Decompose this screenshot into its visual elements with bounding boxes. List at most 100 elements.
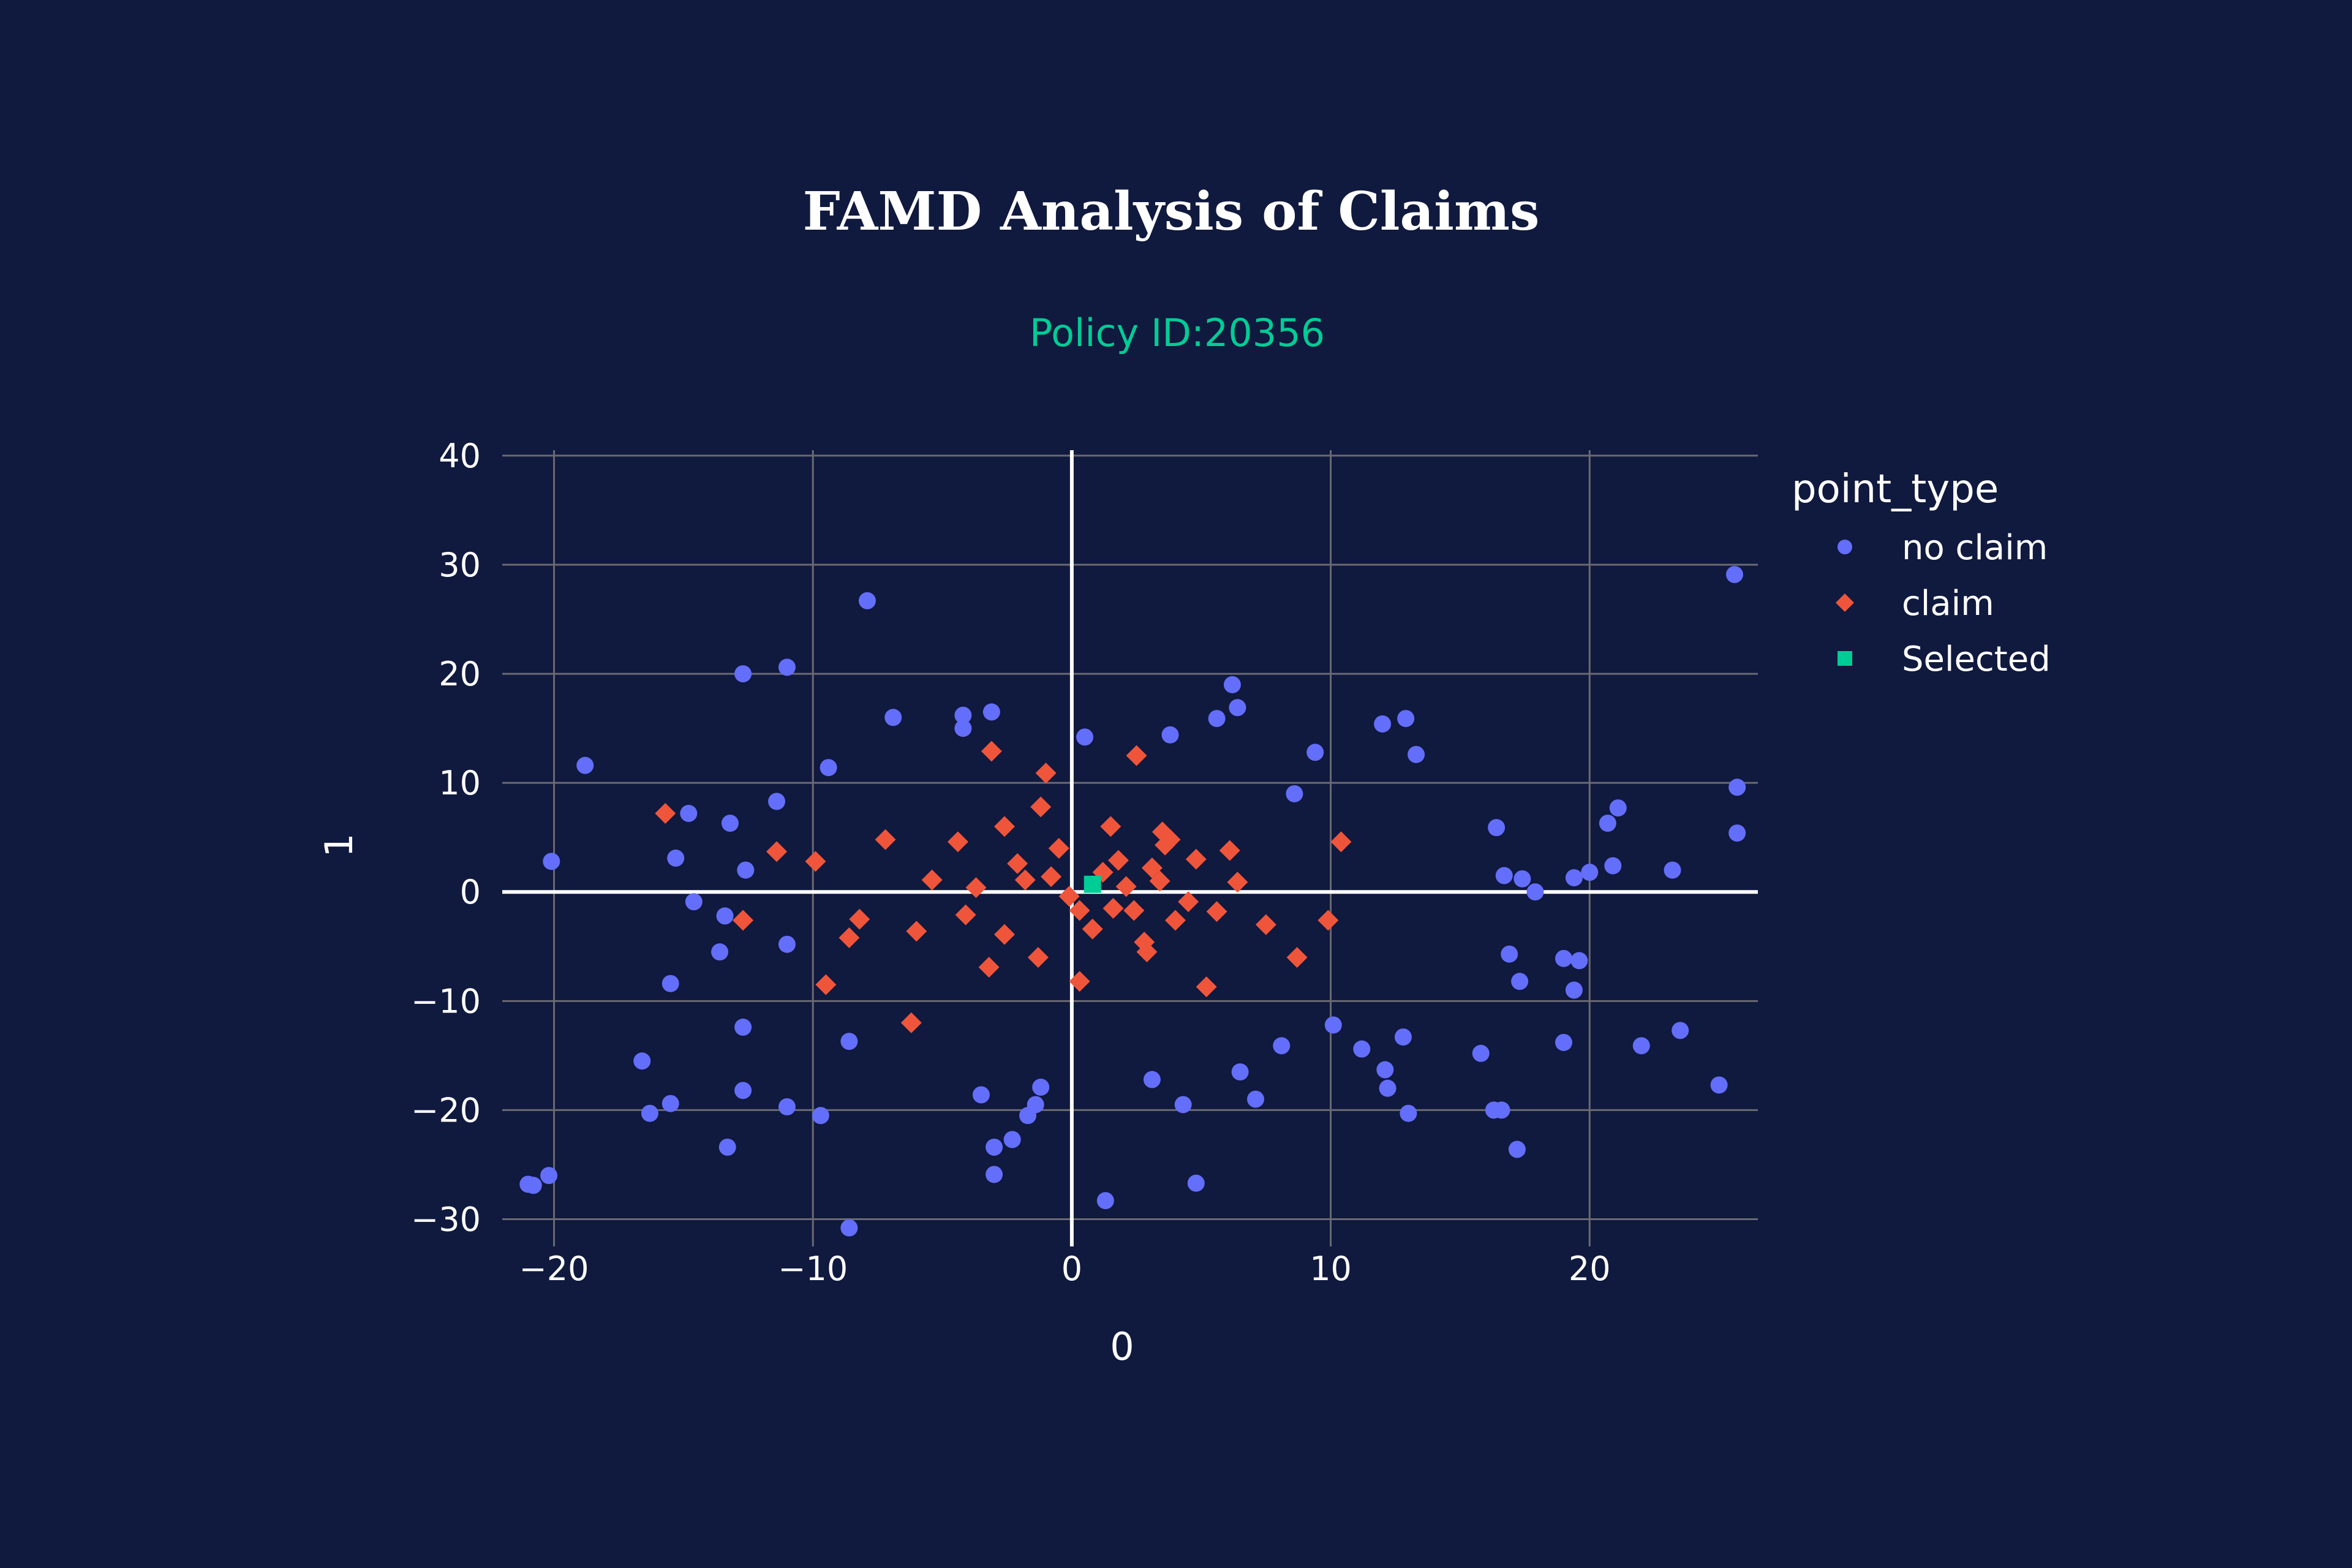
claim-point[interactable] — [921, 869, 943, 891]
claim-point[interactable] — [1007, 853, 1028, 874]
no-claim-point[interactable] — [840, 1033, 858, 1050]
no-claim-point[interactable] — [1508, 1140, 1526, 1158]
no-claim-point[interactable] — [1565, 869, 1583, 887]
claim-point[interactable] — [1035, 763, 1057, 784]
claim-point[interactable] — [875, 829, 896, 850]
no-claim-point[interactable] — [1632, 1037, 1650, 1055]
no-claim-point[interactable] — [1397, 710, 1415, 728]
no-claim-point[interactable] — [734, 1082, 752, 1099]
no-claim-point[interactable] — [540, 1167, 558, 1185]
no-claim-point[interactable] — [1161, 726, 1179, 744]
no-claim-point[interactable] — [1488, 819, 1506, 837]
no-claim-point[interactable] — [954, 720, 972, 737]
no-claim-point[interactable] — [986, 1138, 1003, 1156]
no-claim-point[interactable] — [1231, 1063, 1249, 1081]
legend-circle-icon[interactable] — [1838, 540, 1852, 554]
claim-point[interactable] — [906, 921, 927, 942]
no-claim-point[interactable] — [543, 853, 560, 870]
claim-point[interactable] — [1286, 947, 1308, 968]
no-claim-point[interactable] — [1495, 867, 1513, 884]
claim-point[interactable] — [1069, 971, 1090, 992]
no-claim-point[interactable] — [1076, 728, 1094, 746]
claim-point[interactable] — [766, 841, 788, 862]
no-claim-point[interactable] — [1672, 1022, 1689, 1039]
no-claim-point[interactable] — [1353, 1040, 1371, 1058]
claim-point[interactable] — [733, 910, 754, 931]
no-claim-point[interactable] — [1208, 710, 1226, 728]
claim-point[interactable] — [1164, 910, 1186, 931]
claim-point[interactable] — [1014, 869, 1036, 891]
no-claim-point[interactable] — [1229, 699, 1246, 717]
no-claim-point[interactable] — [1555, 949, 1572, 967]
no-claim-point[interactable] — [685, 893, 703, 911]
no-claim-point[interactable] — [1223, 676, 1241, 693]
no-claim-point[interactable] — [737, 861, 755, 879]
no-claim-point[interactable] — [1286, 785, 1303, 802]
no-claim-point[interactable] — [1728, 778, 1746, 796]
no-claim-point[interactable] — [1725, 566, 1743, 584]
claim-point[interactable] — [1027, 947, 1049, 968]
claim-point[interactable] — [1115, 876, 1137, 897]
no-claim-point[interactable] — [858, 592, 876, 609]
no-claim-point[interactable] — [1187, 1174, 1205, 1192]
no-claim-point[interactable] — [1664, 861, 1681, 879]
no-claim-point[interactable] — [667, 850, 685, 867]
claim-point[interactable] — [1317, 910, 1339, 931]
claim-point[interactable] — [1330, 831, 1352, 853]
no-claim-point[interactable] — [1306, 744, 1324, 761]
no-claim-point[interactable] — [721, 815, 739, 832]
no-claim-point[interactable] — [1599, 815, 1616, 832]
claim-point[interactable] — [1219, 840, 1240, 861]
no-claim-point[interactable] — [1324, 1016, 1342, 1034]
no-claim-point[interactable] — [1472, 1044, 1490, 1062]
claim-point[interactable] — [1178, 891, 1199, 913]
no-claim-point[interactable] — [1513, 870, 1531, 888]
no-claim-point[interactable] — [840, 1219, 858, 1237]
no-claim-point[interactable] — [1247, 1090, 1264, 1108]
no-claim-point[interactable] — [1027, 1096, 1044, 1114]
no-claim-point[interactable] — [1604, 857, 1622, 875]
claim-point[interactable] — [900, 1012, 922, 1033]
no-claim-point[interactable] — [1408, 745, 1425, 763]
no-claim-point[interactable] — [778, 1098, 796, 1116]
no-claim-point[interactable] — [1174, 1096, 1192, 1114]
claim-point[interactable] — [1123, 900, 1145, 921]
claim-point[interactable] — [815, 974, 837, 995]
legend-square-icon[interactable] — [1838, 651, 1852, 666]
claim-point[interactable] — [1255, 914, 1276, 935]
no-claim-point[interactable] — [1526, 883, 1544, 901]
no-claim-point[interactable] — [1096, 1192, 1114, 1210]
no-claim-point[interactable] — [662, 1095, 679, 1112]
claim-point[interactable] — [1159, 829, 1181, 850]
no-claim-point[interactable] — [734, 1019, 752, 1036]
legend-item-claim[interactable]: claim — [1836, 584, 1994, 624]
claim-point[interactable] — [1141, 858, 1163, 879]
claim-point[interactable] — [1058, 886, 1080, 907]
no-claim-point[interactable] — [778, 658, 796, 676]
claim-point[interactable] — [981, 741, 1002, 762]
no-claim-point[interactable] — [1581, 864, 1599, 881]
no-claim-point[interactable] — [954, 706, 972, 724]
claim-point[interactable] — [1041, 866, 1062, 888]
no-claim-point[interactable] — [1376, 1061, 1394, 1079]
claim-point[interactable] — [965, 877, 987, 899]
claim-point[interactable] — [994, 816, 1015, 837]
claim-point[interactable] — [947, 831, 968, 853]
no-claim-point[interactable] — [768, 793, 786, 810]
claim-point[interactable] — [1185, 848, 1207, 870]
no-claim-point[interactable] — [1555, 1033, 1572, 1051]
no-claim-point[interactable] — [812, 1107, 829, 1125]
no-claim-point[interactable] — [1710, 1076, 1728, 1094]
claim-point[interactable] — [1100, 816, 1121, 837]
no-claim-point[interactable] — [1273, 1037, 1291, 1055]
claim-point[interactable] — [849, 908, 870, 930]
no-claim-point[interactable] — [820, 759, 837, 777]
no-claim-point[interactable] — [1570, 952, 1588, 970]
claim-point[interactable] — [955, 904, 976, 925]
no-claim-point[interactable] — [633, 1052, 651, 1070]
claim-point[interactable] — [994, 924, 1015, 945]
no-claim-point[interactable] — [1394, 1028, 1412, 1046]
legend-diamond-icon[interactable] — [1836, 594, 1854, 612]
no-claim-point[interactable] — [1400, 1104, 1417, 1122]
claim-point[interactable] — [978, 957, 1000, 978]
